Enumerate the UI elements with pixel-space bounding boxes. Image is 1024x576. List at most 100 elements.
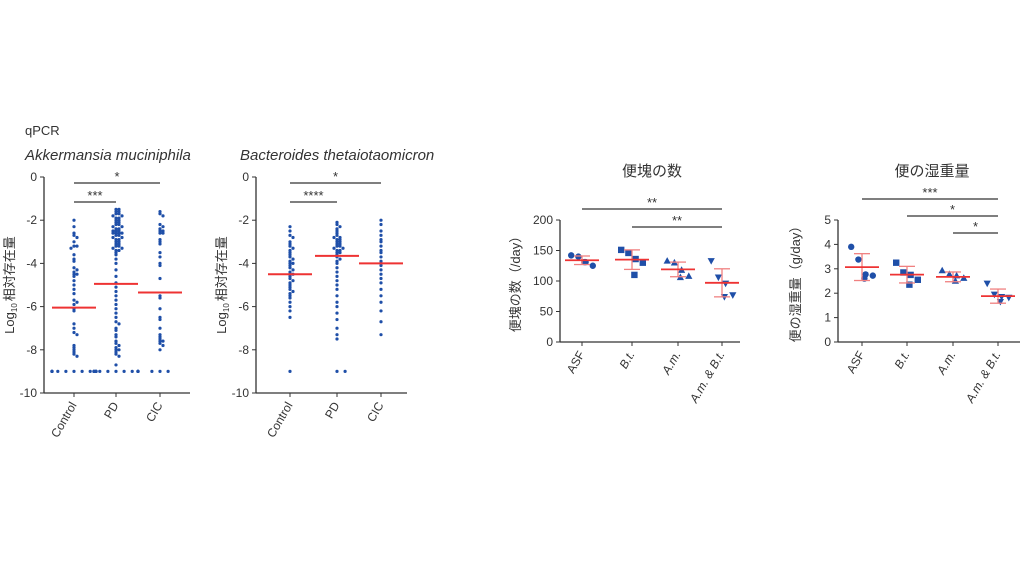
data-point bbox=[335, 337, 339, 341]
data-point bbox=[117, 348, 121, 352]
significance-label: *** bbox=[87, 188, 102, 203]
x-tick-label: CIC bbox=[143, 399, 166, 424]
data-point bbox=[161, 225, 165, 229]
chart-title: 便塊の数 bbox=[622, 163, 682, 180]
data-point bbox=[50, 369, 54, 373]
data-point bbox=[291, 235, 295, 240]
y-label-rest: 相対存在量 bbox=[214, 236, 229, 301]
data-point bbox=[114, 274, 118, 278]
data-point bbox=[379, 240, 383, 244]
data-point bbox=[335, 333, 339, 337]
data-point bbox=[335, 294, 339, 298]
data-point bbox=[72, 352, 76, 356]
data-point bbox=[379, 229, 383, 233]
data-point bbox=[161, 214, 165, 218]
y-label-log: Log bbox=[214, 312, 229, 334]
data-point bbox=[72, 330, 76, 335]
y-tick-label: 4 bbox=[824, 237, 831, 251]
data-point bbox=[338, 225, 342, 229]
data-point bbox=[111, 235, 115, 240]
data-point bbox=[379, 287, 383, 291]
data-point bbox=[166, 369, 170, 373]
data-point bbox=[158, 242, 162, 246]
data-point bbox=[288, 315, 292, 319]
data-point bbox=[631, 271, 638, 279]
data-point bbox=[114, 328, 118, 332]
data-point bbox=[685, 272, 693, 279]
significance-label: * bbox=[950, 202, 955, 217]
x-tick-label: PD bbox=[322, 399, 343, 421]
data-point bbox=[72, 259, 76, 263]
panel-2: Bacteroides thetaiotaomicron 0 -2 -4 -6 -8 -10… bbox=[214, 147, 434, 440]
data-point bbox=[56, 369, 60, 373]
y-label-rest: 相対存在量 bbox=[2, 236, 17, 301]
data-point bbox=[72, 298, 76, 302]
data-point bbox=[291, 246, 295, 250]
data-point bbox=[288, 309, 292, 313]
data-point bbox=[379, 309, 383, 313]
data-point bbox=[288, 255, 292, 259]
data-point bbox=[589, 262, 596, 269]
data-point bbox=[291, 261, 295, 265]
data-point bbox=[288, 225, 292, 229]
y-tick-label: 0 bbox=[30, 170, 37, 184]
data-point bbox=[158, 369, 162, 373]
data-point bbox=[72, 322, 76, 326]
data-point bbox=[906, 281, 913, 288]
data-point bbox=[335, 287, 339, 291]
data-point bbox=[335, 270, 339, 274]
y-tick-label: -6 bbox=[26, 300, 37, 314]
data-point bbox=[568, 252, 575, 259]
significance-label: * bbox=[114, 169, 119, 184]
data-point bbox=[117, 244, 121, 248]
data-point bbox=[338, 244, 342, 248]
data-point bbox=[379, 272, 383, 276]
y-tick-label: -8 bbox=[26, 343, 37, 357]
y-tick-label: 5 bbox=[824, 213, 831, 227]
x-tick-label: PD bbox=[101, 399, 122, 421]
data-point bbox=[106, 369, 110, 373]
y-tick-label: 0 bbox=[824, 335, 831, 349]
data-point bbox=[120, 231, 124, 235]
x-tick-label: A.m. bbox=[659, 349, 684, 378]
data-point bbox=[117, 222, 121, 227]
y-tick-label: -8 bbox=[238, 343, 249, 357]
y-tick-label: 200 bbox=[533, 213, 553, 227]
data-point bbox=[75, 333, 79, 337]
data-point bbox=[379, 263, 383, 268]
data-point bbox=[855, 256, 862, 263]
data-point bbox=[335, 317, 339, 322]
data-point bbox=[379, 276, 383, 281]
data-point bbox=[111, 214, 115, 218]
data-point bbox=[158, 296, 162, 300]
data-point bbox=[114, 311, 118, 315]
data-point bbox=[72, 225, 76, 229]
data-point bbox=[117, 343, 121, 348]
data-point bbox=[158, 326, 162, 330]
x-tick-label: A.m. & B.t. bbox=[962, 349, 1003, 407]
data-point bbox=[117, 322, 121, 326]
data-point bbox=[714, 274, 722, 282]
chart-title: 便の湿重量 bbox=[894, 163, 969, 180]
data-point bbox=[122, 369, 126, 373]
data-point bbox=[379, 300, 383, 304]
data-point bbox=[335, 311, 339, 315]
data-point bbox=[983, 280, 991, 288]
x-tick-label: A.m. & B.t. bbox=[686, 349, 727, 407]
y-tick-label: 0 bbox=[546, 335, 553, 349]
data-point bbox=[114, 222, 118, 227]
data-point bbox=[379, 333, 383, 337]
data-point bbox=[80, 369, 84, 373]
data-point bbox=[75, 244, 79, 248]
data-point bbox=[120, 246, 124, 250]
y-label-sub: 10 bbox=[222, 303, 231, 312]
data-point bbox=[379, 244, 383, 248]
x-tick-label: ASF bbox=[844, 349, 868, 376]
data-point bbox=[869, 272, 876, 279]
data-point bbox=[158, 307, 162, 311]
data-point bbox=[117, 212, 121, 216]
y-tick-label: -10 bbox=[20, 386, 38, 400]
data-point bbox=[114, 233, 118, 237]
data-point bbox=[92, 369, 96, 373]
y-label-log: Log bbox=[2, 312, 17, 334]
